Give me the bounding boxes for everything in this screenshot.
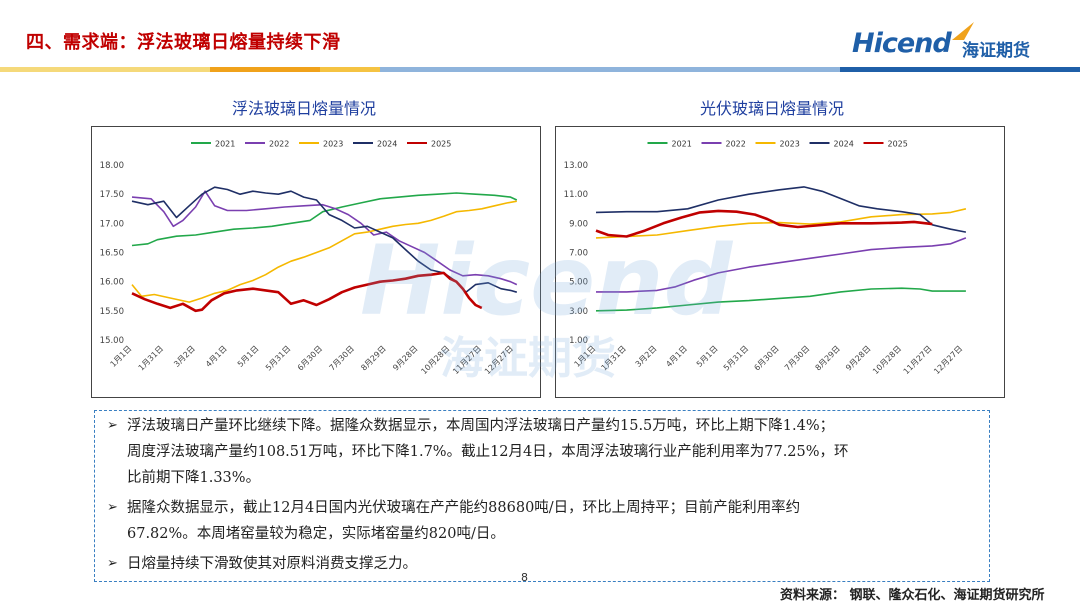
chart-caption-pv: 光伏玻璃日熔量情况 [700,99,845,118]
logo-mark-icon [952,22,974,40]
legend-label-2024: 2024 [834,140,854,149]
bullet-item: ➢ 日熔量持续下滑致使其对原料消费支撑乏力。 [107,551,417,577]
bullet-item: ➢ 浮法玻璃日产量环比继续下降。据隆众数据显示，本周国内浮法玻璃日产量约15.5… [107,413,849,491]
stripe-segment-yellow [0,67,210,72]
x-tick-label: 12月27日 [932,344,964,376]
bullet-line: 67.82%。本周堵窑量较为稳定，实际堵窑量约820吨/日。 [127,526,505,542]
series-line-2021 [595,287,966,312]
x-tick-label: 9月28日 [844,344,872,372]
legend-label-2021: 2021 [215,140,235,149]
x-tick-label: 3月2日 [634,344,659,369]
y-tick-label: 1.00 [569,336,588,346]
x-tick-label: 1月31日 [137,344,165,372]
bullet-line: 周度浮法玻璃产量约108.51万吨，环比下降1.7%。截止12月4日，本周浮法玻… [127,444,849,460]
chart-caption-float: 浮法玻璃日熔量情况 [232,99,377,118]
legend-label-2021: 2021 [672,140,692,149]
x-tick-label: 4月1日 [664,344,689,369]
x-tick-label: 5月31日 [722,344,750,372]
series-line-2022 [596,237,967,293]
chart-float-glass: 2021 2022 2023 2024 2025 18.00 17.50 17.00 16.50… [91,126,541,398]
chart-float-glass-svg: 2021 2022 2023 2024 2025 18.00 17.50 17.00 16.50… [100,140,518,376]
x-tick-label: 9月28日 [391,344,419,372]
bullet-line: 浮法玻璃日产量环比继续下降。据隆众数据显示，本周国内浮法玻璃日产量约15.5万吨… [127,418,835,434]
stripe-segment-gold [320,67,380,72]
bullet-line: 比前期下降1.33%。 [127,470,261,486]
source-note: 资料来源： 钢联、隆众石化、海证期货研究所 [780,588,1045,603]
legend-label-2025: 2025 [888,140,908,149]
series-line-2023 [131,200,517,303]
x-tick-label: 10月28日 [871,344,903,376]
stripe-segment-blue [840,67,1080,72]
bullet-line: 日熔量持续下滑致使其对原料消费支撑乏力。 [127,556,417,572]
x-tick-label: 7月30日 [783,344,811,372]
x-tick-label: 11月27日 [902,344,934,376]
legend-label-2022: 2022 [726,140,746,149]
y-tick-label: 3.00 [569,307,588,317]
y-tick-label: 11.00 [564,190,588,200]
chart-pv-glass-svg: 2021 2022 2023 2024 2025 13.00 11.00 9.00 7.00 5.… [564,140,967,376]
stripe-segment-lightblue [380,67,840,72]
x-tick-label: 4月1日 [204,344,229,369]
y-tick-label: 7.00 [569,249,588,259]
legend-label-2025: 2025 [431,140,451,149]
bullet-line: 据隆众数据显示，截止12月4日国内光伏玻璃在产产能约88680吨/日，环比上周持… [127,500,801,516]
legend-label-2023: 2023 [323,140,343,149]
page-title: 四、需求端：浮法玻璃日熔量持续下滑 [26,32,341,53]
bullet-item: ➢ 据隆众数据显示，截止12月4日国内光伏玻璃在产产能约88680吨/日，环比上… [107,495,800,547]
commentary-box: ➢ 浮法玻璃日产量环比继续下降。据隆众数据显示，本周国内浮法玻璃日产量约15.5… [94,410,990,582]
series-line-2025 [131,271,483,313]
series-line-2024 [595,186,967,233]
bullet-arrow-icon: ➢ [107,556,118,571]
x-tick-label: 5月31日 [264,344,292,372]
watermark-chinese: 海证期货 [440,333,616,384]
stripe-segment-orange [210,67,320,72]
series-line-2021 [131,192,518,247]
x-tick-label: 3月2日 [172,344,197,369]
logo-chinese-name: 海证期货 [962,41,1030,61]
y-tick-label: 18.00 [100,161,124,171]
y-tick-label: 16.00 [100,278,124,288]
y-tick-label: 17.00 [100,219,124,229]
logo-wordmark: Hicend [852,28,952,59]
y-tick-label: 15.50 [100,307,124,317]
watermark-wordmark: Hicend [360,225,733,337]
page-number: 8 [521,571,528,584]
y-tick-label: 5.00 [569,278,588,288]
y-tick-label: 16.50 [100,249,124,259]
series-line-2025 [595,209,933,238]
x-tick-label: 6月30日 [296,344,324,372]
x-tick-label: 5月1日 [695,344,720,369]
x-tick-label: 7月30日 [328,344,356,372]
x-tick-label: 6月30日 [752,344,780,372]
bullet-arrow-icon: ➢ [107,418,118,433]
legend-label-2022: 2022 [269,140,289,149]
x-tick-label: 8月29日 [359,344,387,372]
bullet-arrow-icon: ➢ [107,500,118,515]
legend-label-2024: 2024 [377,140,397,149]
y-tick-label: 17.50 [100,190,124,200]
chart-pv-glass: 2021 2022 2023 2024 2025 13.00 11.00 9.00 7.00 5.… [555,126,1005,398]
y-tick-label: 15.00 [100,336,124,346]
y-tick-label: 9.00 [569,219,588,229]
series-line-2022 [131,190,518,286]
x-tick-label: 5月1日 [236,344,261,369]
series-line-2023 [595,208,967,239]
x-tick-label: 1月1日 [109,344,134,369]
legend-label-2023: 2023 [780,140,800,149]
x-tick-label: 8月29日 [814,344,842,372]
y-tick-label: 13.00 [564,161,588,171]
